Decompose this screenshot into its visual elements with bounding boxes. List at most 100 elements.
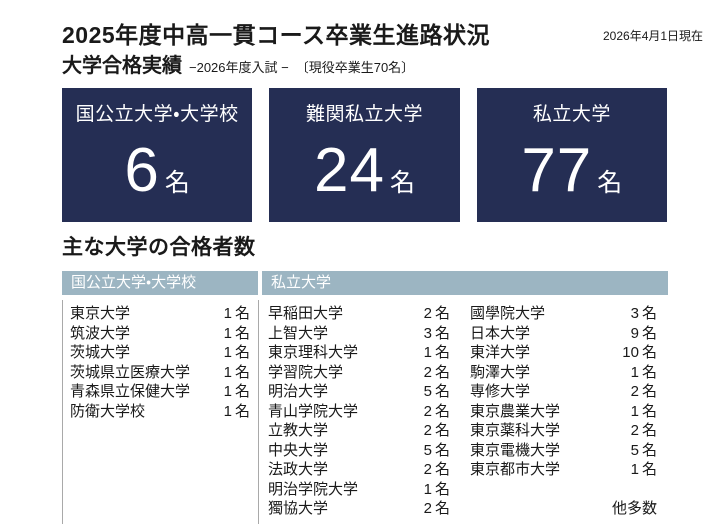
university-name: 茨城県立医療大学: [70, 363, 191, 381]
count-unit: 名: [641, 422, 657, 439]
count-unit: 名: [641, 402, 657, 420]
count-unit: 名: [234, 383, 250, 400]
count-unit: 名: [641, 383, 657, 400]
summary-box-count: 24: [314, 136, 385, 205]
university-name: 日本大学: [470, 324, 531, 342]
admit-count: 2: [423, 402, 432, 420]
count-unit: 名: [434, 422, 450, 439]
admit-count: 1: [223, 305, 232, 322]
university-name: 國學院大学: [470, 305, 546, 322]
summary-box-unit: 名: [389, 169, 415, 197]
exam-year-note: −2026年度入試 −: [189, 60, 289, 75]
table-body: 東京大学 1 名筑波大学 1 名茨城大学 1 名茨城県立医療大学 1 名青森県立保健大学 1 名防衛…: [62, 295, 668, 524]
university-name: 東京都市大学: [470, 461, 561, 478]
count-unit: 名: [641, 305, 657, 322]
university-name: 東京薬科大学: [470, 422, 561, 439]
table-row: 東京大学 1 名: [70, 302, 250, 322]
table-row: 防衛大学校 1 名: [70, 400, 250, 420]
header-divider: [258, 271, 262, 295]
admit-count: 1: [223, 402, 232, 420]
table-row: 明治大学 5 名: [268, 380, 450, 400]
cohort-note: 〔現役卒業生70名〕: [295, 60, 415, 75]
table-row: 学習院大学 2 名: [268, 361, 450, 381]
summary-box-national-public: 国公立大学・大学校 6 名: [62, 88, 253, 222]
university-name: 防衛大学校: [70, 402, 146, 420]
table-header-private: 私立大学: [262, 271, 668, 295]
university-name: 獨協大学: [268, 500, 329, 517]
as-of-date: 2026年4月1日現在: [603, 29, 704, 43]
table-row: 中央大学 5 名: [268, 439, 450, 459]
admit-count: 3: [423, 324, 432, 342]
count-unit: 名: [641, 363, 657, 381]
page-title: 2025年度中高一貫コース卒業生進路状況: [62, 22, 491, 48]
summary-box-unit: 名: [164, 169, 190, 197]
university-name: 専修大学: [470, 383, 531, 400]
table-row: 東京都市大学 1 名: [470, 458, 657, 478]
count-unit: 名: [434, 461, 450, 478]
section-heading: 主な大学の合格者数: [62, 236, 256, 259]
table-row: 専修大学 2 名: [470, 380, 657, 400]
count-unit: 名: [641, 461, 657, 478]
university-name: 東京農業大学: [470, 402, 561, 420]
count-unit: 名: [234, 344, 250, 361]
university-name: 立教大学: [268, 422, 329, 439]
admit-count: 2: [630, 422, 639, 439]
admit-count: 2: [423, 422, 432, 439]
table-row: 東京理科大学 1 名: [268, 341, 450, 361]
university-name: 学習院大学: [268, 363, 344, 381]
university-name: 青森県立保健大学: [70, 383, 191, 400]
admit-count: 3: [630, 305, 639, 322]
table-header-national-public: 国公立大学・大学校: [62, 271, 258, 295]
count-unit: 名: [641, 324, 657, 342]
admit-count: 1: [630, 461, 639, 478]
table-row: 法政大学 2 名: [268, 458, 450, 478]
table-row: 早稲田大学 2 名: [268, 302, 450, 322]
summary-boxes: 国公立大学・大学校 6 名 難関私立大学 24 名 私立大学 77: [62, 88, 667, 222]
university-name: 青山学院大学: [268, 402, 359, 420]
subtitle: 大学合格実績: [62, 55, 182, 77]
summary-box-top-private: 難関私立大学 24 名: [269, 88, 460, 222]
admit-count: 5: [630, 441, 639, 459]
column-national-public: 東京大学 1 名筑波大学 1 名茨城大学 1 名茨城県立医療大学 1 名青森県立保健大学 1 名防衛…: [70, 302, 250, 420]
university-name: 東洋大学: [470, 344, 531, 361]
admit-count: 1: [223, 344, 232, 361]
admit-count: 1: [223, 363, 232, 381]
table-row: 筑波大学 1 名: [70, 322, 250, 342]
table-row: 東洋大学 10 名: [470, 341, 657, 361]
table-row: 東京電機大学 5 名: [470, 439, 657, 459]
count-unit: 名: [434, 305, 450, 322]
university-name: 東京大学: [70, 305, 131, 322]
count-unit: 名: [234, 324, 250, 342]
table-row: 獨協大学 2 名: [268, 497, 450, 517]
summary-box-label: 難関私立大学: [305, 104, 423, 125]
table-row: 東京薬科大学 2 名: [470, 419, 657, 439]
row-spacer: [470, 478, 657, 498]
count-unit: 名: [434, 344, 450, 361]
count-unit: 名: [434, 363, 450, 381]
table-header: 国公立大学・大学校 私立大学: [62, 271, 668, 295]
admit-count: 1: [223, 324, 232, 342]
count-unit: 名: [434, 500, 450, 517]
table-row: 茨城県立医療大学 1 名: [70, 361, 250, 381]
university-name: 法政大学: [268, 461, 329, 478]
admit-count: 2: [423, 461, 432, 478]
summary-box-label: 国公立大学・大学校: [75, 104, 239, 125]
table-row: 日本大学 9 名: [470, 322, 657, 342]
university-name: 明治学院大学: [268, 480, 359, 498]
admit-count: 1: [423, 480, 432, 498]
table-left-border: [62, 300, 63, 524]
table-row: 國學院大学 3 名: [470, 302, 657, 322]
table-row: 青森県立保健大学 1 名: [70, 380, 250, 400]
admit-count: 1: [630, 363, 639, 381]
admit-count: 2: [423, 363, 432, 381]
count-unit: 名: [234, 305, 250, 322]
table-column-divider: [258, 300, 259, 524]
column-private-2: 國學院大学 3 名日本大学 9 名東洋大学 10 名駒澤大学 1 名専修大学 2 名東京農業大学 1 名…: [470, 302, 657, 517]
university-name: 上智大学: [268, 324, 329, 342]
admit-count: 1: [630, 402, 639, 420]
university-name: 中央大学: [268, 441, 329, 459]
summary-box-label: 私立大学: [532, 104, 611, 125]
count-unit: 名: [641, 441, 657, 459]
count-unit: 名: [434, 480, 450, 498]
university-name: 筑波大学: [70, 324, 131, 342]
